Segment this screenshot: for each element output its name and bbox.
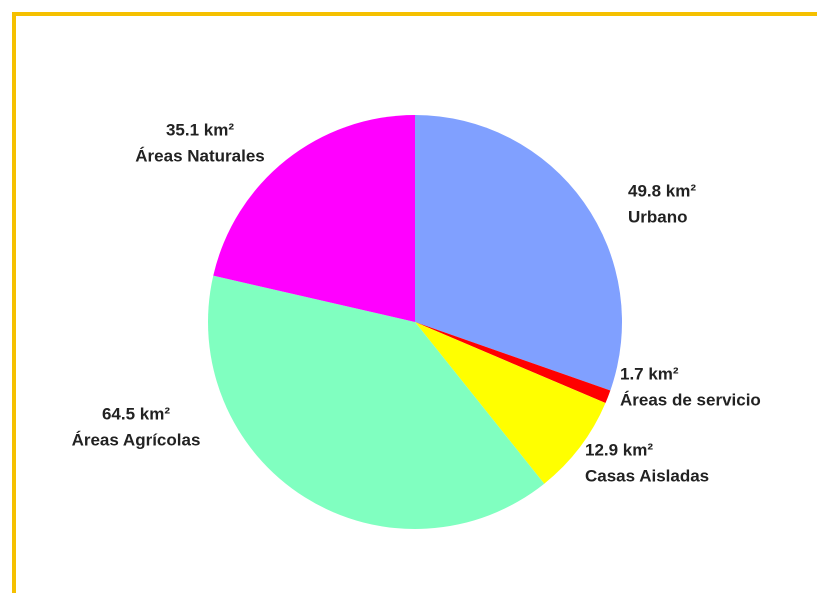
frame-top [12,12,817,16]
value-label: 1.7 km² [620,364,679,383]
value-label: 64.5 km² [102,404,170,423]
category-label: Áreas Agrícolas [72,430,201,449]
category-label: Áreas Naturales [135,146,264,165]
pie-slice [415,322,606,484]
value-label: 49.8 km² [628,181,696,200]
value-label: 35.1 km² [166,120,234,139]
frame-left [12,12,16,593]
pie-slice [207,275,545,529]
pie-slice [213,115,415,322]
value-label: 12.9 km² [585,440,653,459]
pie-slice [415,322,611,404]
category-label: Urbano [628,207,688,226]
pie-slice [415,115,622,391]
category-label: Áreas de servicio [620,390,761,409]
category-label: Casas Aisladas [585,466,709,485]
